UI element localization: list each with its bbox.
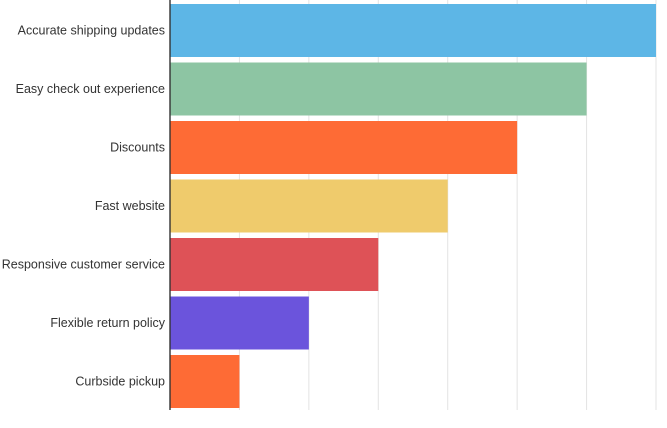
bar-responsive-customer-service	[170, 238, 379, 291]
bar-curbside-pickup	[170, 355, 240, 408]
bar-flexible-return-policy	[170, 296, 309, 350]
category-label: Discounts	[110, 141, 165, 155]
category-label: Easy check out experience	[16, 82, 165, 96]
bar-discounts	[170, 121, 518, 174]
category-label: Responsive customer service	[2, 258, 165, 272]
category-label: Flexible return policy	[50, 316, 165, 330]
category-label: Curbside pickup	[75, 375, 165, 389]
bar-accurate-shipping-updates	[170, 4, 656, 57]
category-labels: Accurate shipping updates Easy check out …	[2, 24, 166, 389]
bars	[170, 4, 656, 408]
bar-easy-check-out-experience	[170, 62, 587, 116]
category-label: Accurate shipping updates	[18, 24, 165, 38]
bar-fast-website	[170, 179, 448, 233]
category-label: Fast website	[95, 199, 165, 213]
